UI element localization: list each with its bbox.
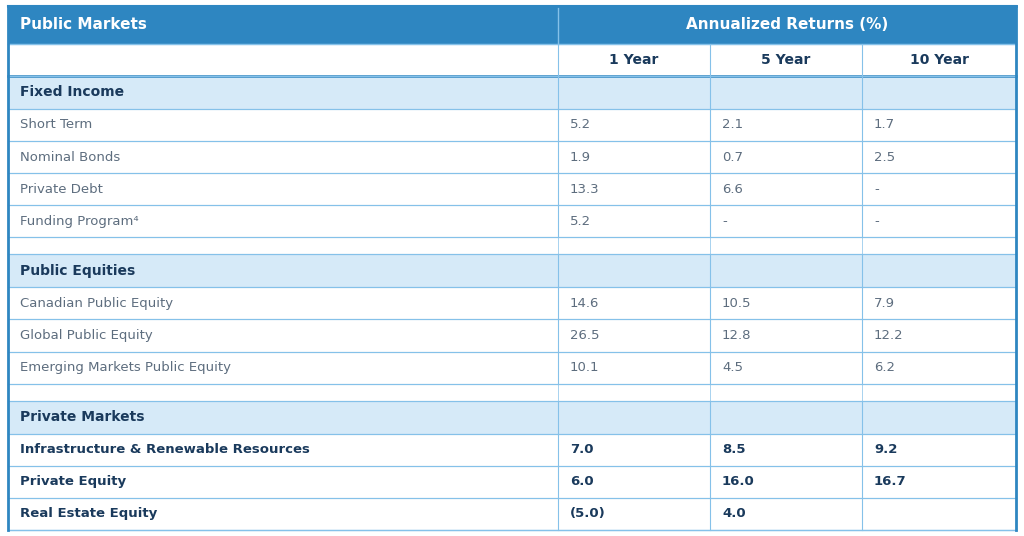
Text: 0.7: 0.7 [722,151,743,163]
Text: -: - [874,183,879,196]
Text: Fixed Income: Fixed Income [20,85,124,99]
Text: (5.0): (5.0) [570,508,606,520]
Text: Global Public Equity: Global Public Equity [20,329,153,342]
Text: 2.1: 2.1 [722,118,743,131]
Bar [8,254,1016,287]
Text: 7.0: 7.0 [570,443,594,456]
Text: 14.6: 14.6 [570,297,599,310]
Text: 9.2: 9.2 [874,443,897,456]
Text: Short Term: Short Term [20,118,92,131]
Bar [8,6,558,44]
Bar [8,237,1016,254]
Bar [8,466,1016,498]
Text: -: - [874,215,879,228]
Text: Nominal Bonds: Nominal Bonds [20,151,120,163]
Text: 6.6: 6.6 [722,183,742,196]
Text: 26.5: 26.5 [570,329,599,342]
Bar [8,44,1016,76]
Text: 5.2: 5.2 [570,215,591,228]
Bar [8,434,1016,466]
Text: Funding Program⁴: Funding Program⁴ [20,215,138,228]
Text: 12.2: 12.2 [874,329,903,342]
Bar [8,76,1016,109]
Text: Emerging Markets Public Equity: Emerging Markets Public Equity [20,361,231,374]
Text: -: - [722,215,727,228]
Text: 16.0: 16.0 [722,475,755,488]
Text: Canadian Public Equity: Canadian Public Equity [20,297,173,310]
Text: 13.3: 13.3 [570,183,600,196]
Bar [8,384,1016,400]
Bar [8,173,1016,205]
Text: Private Markets: Private Markets [20,410,144,424]
Text: 16.7: 16.7 [874,475,906,488]
Text: 10.1: 10.1 [570,361,599,374]
Text: 10 Year: 10 Year [909,53,969,67]
Text: 10.5: 10.5 [722,297,752,310]
Bar [8,498,1016,530]
Bar [8,141,1016,173]
Text: 1.9: 1.9 [570,151,591,163]
Text: 6.2: 6.2 [874,361,895,374]
Text: Public Equities: Public Equities [20,264,135,278]
Text: Real Estate Equity: Real Estate Equity [20,508,158,520]
Bar [8,319,1016,352]
Text: 1.7: 1.7 [874,118,895,131]
Text: Annualized Returns (%): Annualized Returns (%) [686,17,888,32]
Text: 8.5: 8.5 [722,443,745,456]
Bar [8,400,1016,434]
Bar [8,352,1016,384]
Text: Private Debt: Private Debt [20,183,102,196]
Text: 1 Year: 1 Year [609,53,658,67]
Text: 5 Year: 5 Year [761,53,811,67]
Text: 6.0: 6.0 [570,475,594,488]
Text: 4.5: 4.5 [722,361,743,374]
Bar [8,287,1016,319]
Text: Public Markets: Public Markets [20,17,146,32]
Text: 12.8: 12.8 [722,329,752,342]
Bar [558,6,1016,44]
Text: 7.9: 7.9 [874,297,895,310]
Bar [8,205,1016,237]
Text: 4.0: 4.0 [722,508,745,520]
Bar [8,109,1016,141]
Text: 2.5: 2.5 [874,151,895,163]
Text: 5.2: 5.2 [570,118,591,131]
Text: Infrastructure & Renewable Resources: Infrastructure & Renewable Resources [20,443,310,456]
Text: Private Equity: Private Equity [20,475,126,488]
